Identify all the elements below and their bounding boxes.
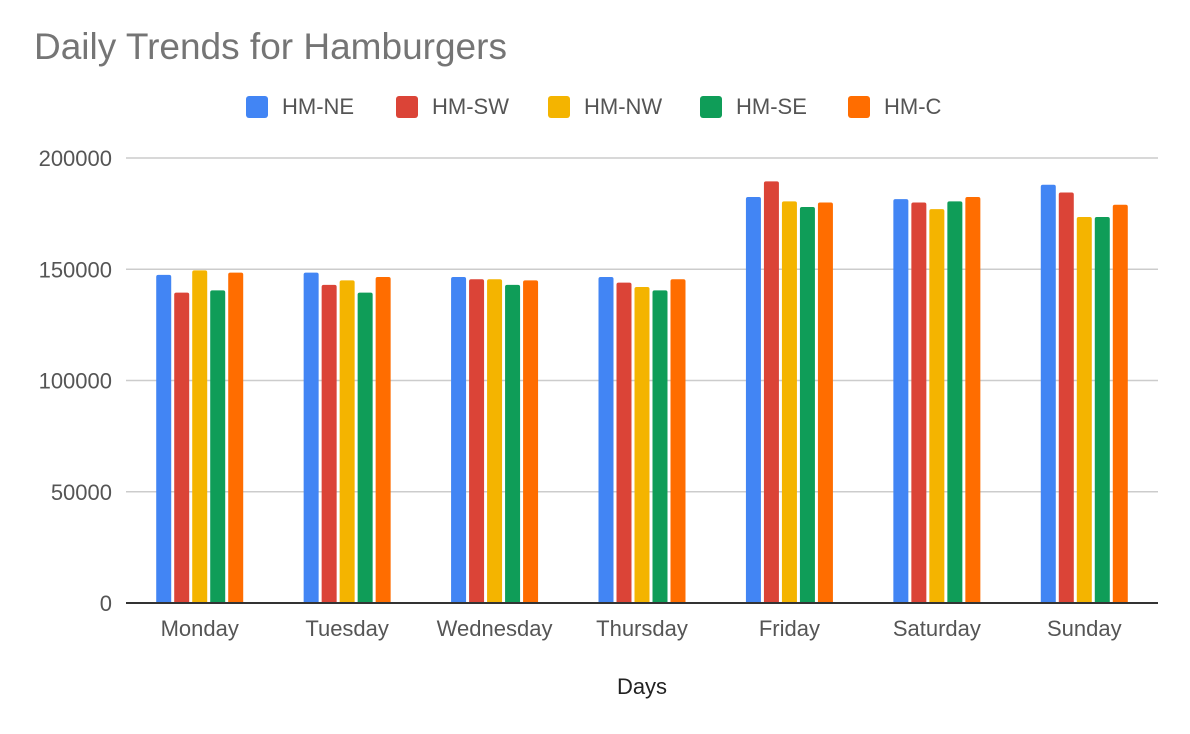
legend-label: HM-NE <box>282 94 355 119</box>
bar-hm-se-monday <box>210 290 226 603</box>
bar-hm-ne-sunday <box>1040 184 1056 603</box>
bar-hm-ne-thursday <box>598 277 614 603</box>
bar-hm-ne-friday <box>745 196 761 603</box>
bar-hm-ne-monday <box>156 274 172 603</box>
y-tick-label: 50000 <box>51 480 112 505</box>
legend-swatch <box>548 96 570 118</box>
bar-hm-c-sunday <box>1112 204 1128 603</box>
bar-hm-c-tuesday <box>375 277 391 603</box>
x-tick-label: Friday <box>759 616 820 641</box>
x-tick-label: Monday <box>161 616 239 641</box>
bar-hm-sw-tuesday <box>321 284 337 603</box>
legend-item-hm-se[interactable]: HM-SE <box>700 92 807 122</box>
legend-item-hm-c[interactable]: HM-C <box>848 92 941 122</box>
legend-item-hm-nw[interactable]: HM-NW <box>548 92 662 122</box>
chart-legend: HM-NE HM-SW HM-NW HM-SE HM-C <box>0 92 1190 122</box>
bar-hm-nw-friday <box>781 201 797 603</box>
axes: 0 50000 100000 150000 200000 Monday Tuesday Wed… <box>39 146 1158 641</box>
legend-label: HM-C <box>884 94 942 119</box>
y-tick-label: 150000 <box>39 257 112 282</box>
x-tick-label: Sunday <box>1047 616 1122 641</box>
bar-hm-nw-sunday <box>1076 216 1092 603</box>
bar-hm-se-tuesday <box>357 292 373 603</box>
bar-hm-sw-friday <box>763 181 779 604</box>
legend-swatch <box>848 96 870 118</box>
bar-hm-c-friday <box>817 202 833 603</box>
bar-hm-c-thursday <box>670 279 686 603</box>
bars <box>156 181 1128 604</box>
bar-hm-sw-saturday <box>911 202 927 603</box>
bar-hm-nw-wednesday <box>487 279 503 603</box>
legend-item-hm-ne[interactable]: HM-NE <box>246 92 354 122</box>
y-tick-label: 200000 <box>39 146 112 171</box>
x-tick-label: Wednesday <box>437 616 553 641</box>
y-tick-label: 100000 <box>39 369 112 394</box>
bar-hm-c-monday <box>228 272 244 603</box>
legend-swatch <box>396 96 418 118</box>
bar-hm-c-saturday <box>965 196 981 603</box>
x-tick-label: Tuesday <box>305 616 389 641</box>
bar-hm-nw-monday <box>192 270 208 603</box>
legend-item-hm-sw[interactable]: HM-SW <box>396 92 509 122</box>
bar-hm-ne-wednesday <box>451 277 467 603</box>
bar-hm-nw-tuesday <box>339 280 355 603</box>
x-tick-label: Thursday <box>596 616 688 641</box>
bar-hm-sw-wednesday <box>469 279 485 603</box>
legend-swatch <box>246 96 268 118</box>
bar-hm-sw-thursday <box>616 282 632 603</box>
legend-label: HM-SW <box>432 94 509 119</box>
x-axis-title: Days <box>617 674 667 699</box>
chart-title: Daily Trends for Hamburgers <box>34 26 507 67</box>
bar-hm-ne-tuesday <box>303 272 319 603</box>
bar-hm-se-wednesday <box>505 284 521 603</box>
bar-hm-nw-thursday <box>634 287 650 603</box>
bar-hm-ne-saturday <box>893 199 909 603</box>
bar-hm-se-friday <box>799 206 815 603</box>
legend-swatch <box>700 96 722 118</box>
bar-hm-sw-sunday <box>1058 192 1074 604</box>
legend-label: HM-NW <box>584 94 663 119</box>
x-tick-label: Saturday <box>893 616 981 641</box>
bar-hm-c-wednesday <box>523 280 539 603</box>
bar-hm-sw-monday <box>174 292 190 603</box>
bar-hm-nw-saturday <box>929 209 945 604</box>
y-tick-label: 0 <box>100 591 112 616</box>
legend-label: HM-SE <box>736 94 807 119</box>
bar-hm-se-thursday <box>652 290 668 603</box>
bar-hm-se-sunday <box>1094 216 1110 603</box>
bar-hm-se-saturday <box>947 201 963 603</box>
